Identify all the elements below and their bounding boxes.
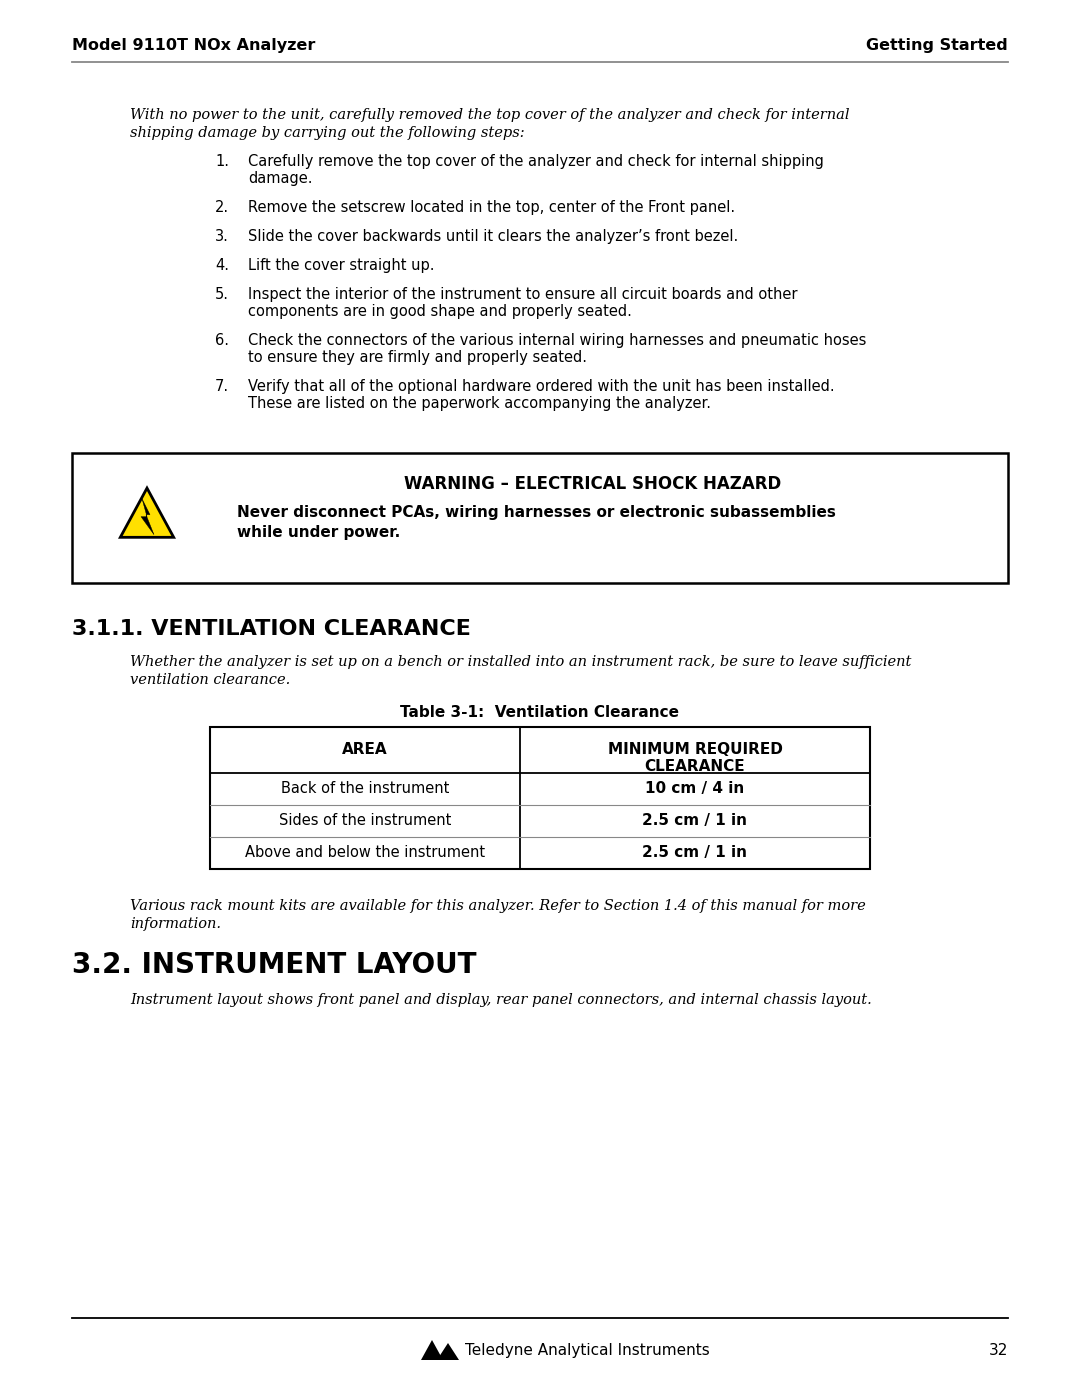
Text: 7.: 7. [215,379,229,394]
Text: Getting Started: Getting Started [866,38,1008,53]
FancyBboxPatch shape [72,453,1008,583]
Text: 5.: 5. [215,286,229,302]
Text: Teledyne Analytical Instruments: Teledyne Analytical Instruments [465,1343,710,1358]
Text: Carefully remove the top cover of the analyzer and check for internal shipping: Carefully remove the top cover of the an… [248,154,824,169]
Polygon shape [120,488,174,538]
Text: shipping damage by carrying out the following steps:: shipping damage by carrying out the foll… [130,126,525,140]
Text: 10 cm / 4 in: 10 cm / 4 in [646,781,744,796]
Text: Remove the setscrew located in the top, center of the Front panel.: Remove the setscrew located in the top, … [248,200,735,215]
Text: Never disconnect PCAs, wiring harnesses or electronic subassemblies: Never disconnect PCAs, wiring harnesses … [237,504,836,520]
Text: while under power.: while under power. [237,525,401,541]
Text: 2.: 2. [215,200,229,215]
Text: MINIMUM REQUIRED: MINIMUM REQUIRED [608,742,782,757]
Text: 2.5 cm / 1 in: 2.5 cm / 1 in [643,845,747,861]
Text: Various rack mount kits are available for this analyzer. Refer to Section 1.4 of: Various rack mount kits are available fo… [130,900,866,914]
Polygon shape [141,499,154,535]
Text: Verify that all of the optional hardware ordered with the unit has been installe: Verify that all of the optional hardware… [248,379,835,394]
Polygon shape [437,1343,459,1361]
Text: These are listed on the paperwork accompanying the analyzer.: These are listed on the paperwork accomp… [248,395,711,411]
Text: Whether the analyzer is set up on a bench or installed into an instrument rack, : Whether the analyzer is set up on a benc… [130,655,912,669]
Text: Sides of the instrument: Sides of the instrument [279,813,451,828]
Text: 32: 32 [988,1343,1008,1358]
Text: WARNING – ELECTRICAL SHOCK HAZARD: WARNING – ELECTRICAL SHOCK HAZARD [404,475,781,493]
Text: Inspect the interior of the instrument to ensure all circuit boards and other: Inspect the interior of the instrument t… [248,286,797,302]
Text: Back of the instrument: Back of the instrument [281,781,449,796]
Text: information.: information. [130,916,221,930]
Text: 6.: 6. [215,332,229,348]
Text: With no power to the unit, carefully removed the top cover of the analyzer and c: With no power to the unit, carefully rem… [130,108,850,122]
FancyBboxPatch shape [210,726,870,869]
Polygon shape [421,1340,443,1361]
Text: Slide the cover backwards until it clears the analyzer’s front bezel.: Slide the cover backwards until it clear… [248,229,739,244]
Text: components are in good shape and properly seated.: components are in good shape and properl… [248,305,632,319]
Text: Table 3-1:  Ventilation Clearance: Table 3-1: Ventilation Clearance [401,705,679,719]
Text: Above and below the instrument: Above and below the instrument [245,845,485,861]
Text: 2.5 cm / 1 in: 2.5 cm / 1 in [643,813,747,828]
Text: 4.: 4. [215,258,229,272]
Text: Model 9110T NOx Analyzer: Model 9110T NOx Analyzer [72,38,315,53]
Text: 3.1.1. VENTILATION CLEARANCE: 3.1.1. VENTILATION CLEARANCE [72,619,471,638]
Text: AREA: AREA [342,742,388,757]
Text: damage.: damage. [248,170,312,186]
Text: Instrument layout shows front panel and display, rear panel connectors, and inte: Instrument layout shows front panel and … [130,993,872,1007]
Text: ventilation clearance.: ventilation clearance. [130,673,291,687]
Text: 1.: 1. [215,154,229,169]
Text: CLEARANCE: CLEARANCE [645,759,745,774]
Text: to ensure they are firmly and properly seated.: to ensure they are firmly and properly s… [248,351,588,365]
Text: 3.2. INSTRUMENT LAYOUT: 3.2. INSTRUMENT LAYOUT [72,951,476,979]
Text: Check the connectors of the various internal wiring harnesses and pneumatic hose: Check the connectors of the various inte… [248,332,866,348]
Text: 3.: 3. [215,229,229,244]
Text: Lift the cover straight up.: Lift the cover straight up. [248,258,434,272]
